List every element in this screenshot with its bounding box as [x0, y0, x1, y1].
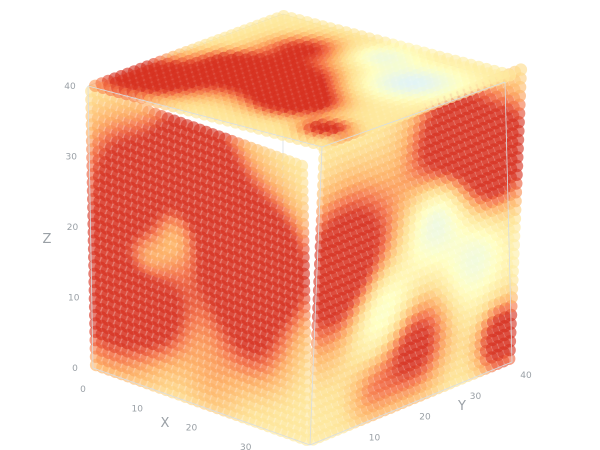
- voxel-point: [512, 116, 525, 129]
- cube-edge: [92, 367, 311, 446]
- voxel-point: [505, 291, 518, 304]
- voxel-point: [510, 177, 523, 190]
- voxel-point: [505, 282, 519, 295]
- x-tick-label: 20: [186, 424, 198, 434]
- voxel-point: [509, 203, 522, 216]
- voxel-point: [512, 124, 525, 138]
- cube-edge: [87, 85, 94, 369]
- voxel-point: [503, 335, 517, 348]
- voxel-point: [511, 151, 524, 164]
- z-tick-label: 40: [64, 82, 76, 92]
- cube-edge: [504, 81, 513, 363]
- front-face: [85, 85, 313, 446]
- voxel-point: [509, 186, 523, 199]
- y-tick-label: 40: [520, 371, 532, 381]
- voxel-point: [295, 159, 309, 173]
- z-tick-label: 30: [66, 153, 78, 163]
- y-tick-label: 10: [369, 433, 381, 443]
- voxel-point: [507, 247, 520, 260]
- x-tick-label: 30: [240, 443, 252, 450]
- cube-edge: [87, 85, 323, 148]
- voxel-point: [503, 69, 517, 82]
- cube-edge: [309, 146, 323, 446]
- z-tick-label: 10: [68, 294, 80, 304]
- voxel-point: [505, 300, 518, 313]
- voxel-point: [506, 256, 520, 269]
- voxel-point: [503, 343, 516, 357]
- voxel-point: [512, 107, 526, 120]
- voxel-point: [514, 72, 527, 85]
- voxel-point: [510, 168, 523, 181]
- voxel-point: [513, 89, 526, 103]
- z-tick-label: 0: [72, 364, 78, 374]
- voxel-point: [510, 159, 524, 173]
- voxel-point: [514, 63, 528, 76]
- voxel-point: [513, 80, 527, 94]
- y-tick-label: 30: [470, 392, 482, 402]
- z-axis-title: Z: [43, 232, 52, 247]
- voxel-point: [507, 238, 520, 252]
- cube-edge: [309, 361, 513, 446]
- voxel-point: [506, 273, 519, 287]
- x-axis-title: X: [161, 416, 170, 431]
- voxel-point: [511, 142, 524, 155]
- voxel-point: [504, 317, 517, 330]
- voxel-point: [511, 133, 525, 146]
- z-tick-label: 20: [67, 223, 79, 233]
- top-face: [89, 10, 517, 151]
- x-tick-label: 0: [80, 385, 86, 395]
- top-face-blobs: [89, 10, 517, 151]
- cube-edge: [321, 81, 506, 148]
- x-tick-label: 10: [132, 404, 144, 414]
- voxel-point: [508, 212, 522, 225]
- voxel-point: [504, 326, 517, 339]
- voxel-point: [507, 229, 521, 243]
- cube-front-edges: [87, 81, 513, 446]
- voxel-point: [513, 98, 526, 111]
- y-axis-title: Y: [457, 399, 466, 414]
- front-face-blobs: [85, 85, 313, 446]
- voxel-point: [509, 194, 522, 208]
- y-tick-label: 20: [419, 413, 431, 423]
- voxel-point: [508, 221, 521, 234]
